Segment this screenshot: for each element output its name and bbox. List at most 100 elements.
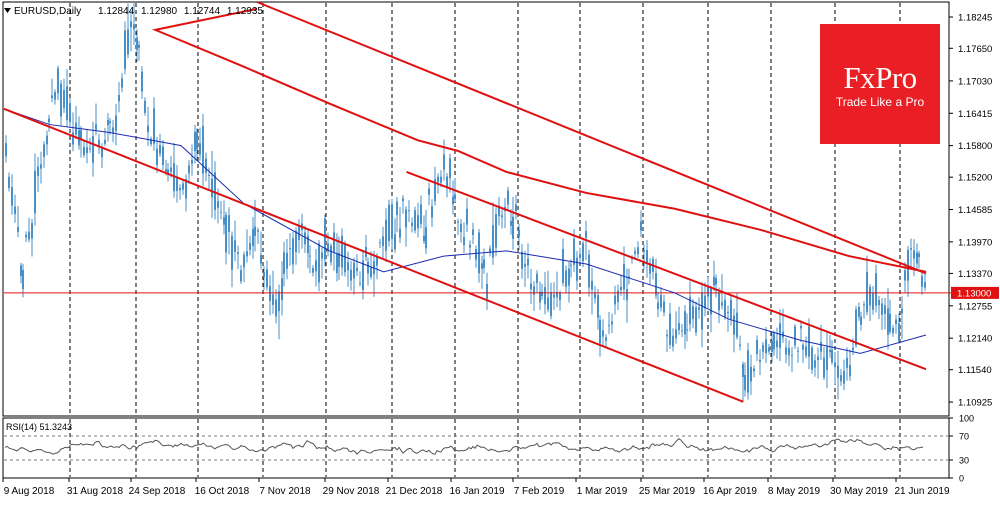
candle-body bbox=[66, 86, 68, 121]
candle-body bbox=[585, 231, 587, 238]
channel-trend-line bbox=[406, 170, 927, 371]
candle-body bbox=[797, 350, 799, 352]
candle-body bbox=[762, 344, 764, 352]
candle-body bbox=[243, 254, 245, 268]
candle-body bbox=[69, 103, 71, 123]
candle-body bbox=[362, 260, 364, 291]
candle-body bbox=[309, 255, 311, 257]
candle-body bbox=[739, 344, 741, 346]
candle-body bbox=[225, 214, 227, 253]
candle-body bbox=[486, 284, 488, 299]
candle-body bbox=[759, 359, 761, 363]
candle-body bbox=[689, 296, 691, 325]
candle-body bbox=[330, 245, 332, 263]
candle-body bbox=[823, 357, 825, 378]
candle-body bbox=[495, 214, 497, 248]
candle-body bbox=[788, 347, 790, 356]
candle-body bbox=[211, 178, 213, 198]
candle-body bbox=[356, 267, 358, 272]
candle-body bbox=[872, 292, 874, 310]
candle-body bbox=[246, 251, 248, 257]
candle-body bbox=[347, 262, 349, 271]
candle-body bbox=[849, 364, 851, 377]
candle-body bbox=[370, 267, 372, 278]
candle-body bbox=[669, 313, 671, 345]
candle-body bbox=[188, 165, 190, 174]
candle-body bbox=[562, 249, 564, 284]
candle-body bbox=[28, 231, 30, 240]
candle-body bbox=[579, 254, 581, 258]
candle-body bbox=[649, 263, 651, 274]
candle-body bbox=[530, 283, 532, 290]
candle-body bbox=[469, 244, 471, 248]
candle-body bbox=[672, 335, 674, 347]
candle-body bbox=[382, 236, 384, 247]
candle-body bbox=[773, 333, 775, 350]
candle-body bbox=[805, 346, 807, 356]
candle-body bbox=[901, 308, 903, 314]
candle-body bbox=[550, 291, 552, 317]
candle-body bbox=[89, 148, 91, 150]
candle-body bbox=[539, 291, 541, 303]
channel-trend-line bbox=[256, 1, 927, 275]
candle-body bbox=[831, 349, 833, 363]
candle-body bbox=[582, 243, 584, 262]
candle-body bbox=[191, 159, 193, 164]
candle-body bbox=[570, 264, 572, 266]
candle-body bbox=[594, 293, 596, 299]
candle-body bbox=[292, 238, 294, 265]
y-tick-label: 1.17650 bbox=[958, 44, 992, 55]
candle-body bbox=[620, 286, 622, 291]
candle-body bbox=[785, 347, 787, 355]
triangle-down-icon[interactable] bbox=[4, 8, 11, 13]
candle-body bbox=[269, 286, 271, 301]
candle-body bbox=[730, 299, 732, 319]
candle-body bbox=[704, 295, 706, 309]
candle-body bbox=[350, 269, 352, 281]
candle-body bbox=[336, 254, 338, 274]
low-value: 1.12744 bbox=[184, 6, 221, 17]
candle-body bbox=[724, 299, 726, 317]
candle-body bbox=[475, 249, 477, 260]
candle-body bbox=[14, 206, 16, 215]
candle-body bbox=[843, 370, 845, 384]
candle-body bbox=[858, 306, 860, 317]
candle-body bbox=[678, 323, 680, 331]
candle-body bbox=[431, 206, 433, 218]
candle-body bbox=[481, 263, 483, 269]
candle-body bbox=[910, 247, 912, 250]
candle-body bbox=[483, 259, 485, 268]
high-value: 1.12980 bbox=[141, 6, 178, 17]
candle-body bbox=[675, 329, 677, 339]
candle-body bbox=[141, 71, 143, 92]
candle-body bbox=[252, 228, 254, 247]
candle-body bbox=[428, 188, 430, 195]
candle-body bbox=[924, 282, 926, 288]
candle-body bbox=[565, 270, 567, 287]
candle-body bbox=[617, 290, 619, 302]
x-tick-label: 21 Dec 2018 bbox=[386, 486, 443, 497]
candle-body bbox=[878, 300, 880, 306]
candle-body bbox=[753, 368, 755, 372]
x-tick-label: 8 May 2019 bbox=[768, 486, 821, 497]
fxpro-logo: FxPro Trade Like a Pro bbox=[820, 24, 940, 144]
candle-body bbox=[860, 316, 862, 325]
candle-body bbox=[794, 326, 796, 346]
candle-body bbox=[83, 147, 85, 156]
x-tick-label: 16 Jan 2019 bbox=[449, 486, 504, 497]
candle-body bbox=[765, 339, 767, 354]
candle-body bbox=[660, 294, 662, 308]
candle-body bbox=[115, 115, 117, 131]
candle-body bbox=[228, 215, 230, 232]
candle-body bbox=[782, 331, 784, 338]
y-tick-label: 1.13370 bbox=[958, 269, 992, 280]
candle-body bbox=[742, 364, 744, 377]
candle-body bbox=[440, 176, 442, 183]
candle-body bbox=[394, 234, 396, 250]
candle-body bbox=[568, 268, 570, 286]
candle-body bbox=[289, 248, 291, 250]
candle-body bbox=[281, 278, 283, 301]
open-value: 1.12844 bbox=[98, 6, 135, 17]
